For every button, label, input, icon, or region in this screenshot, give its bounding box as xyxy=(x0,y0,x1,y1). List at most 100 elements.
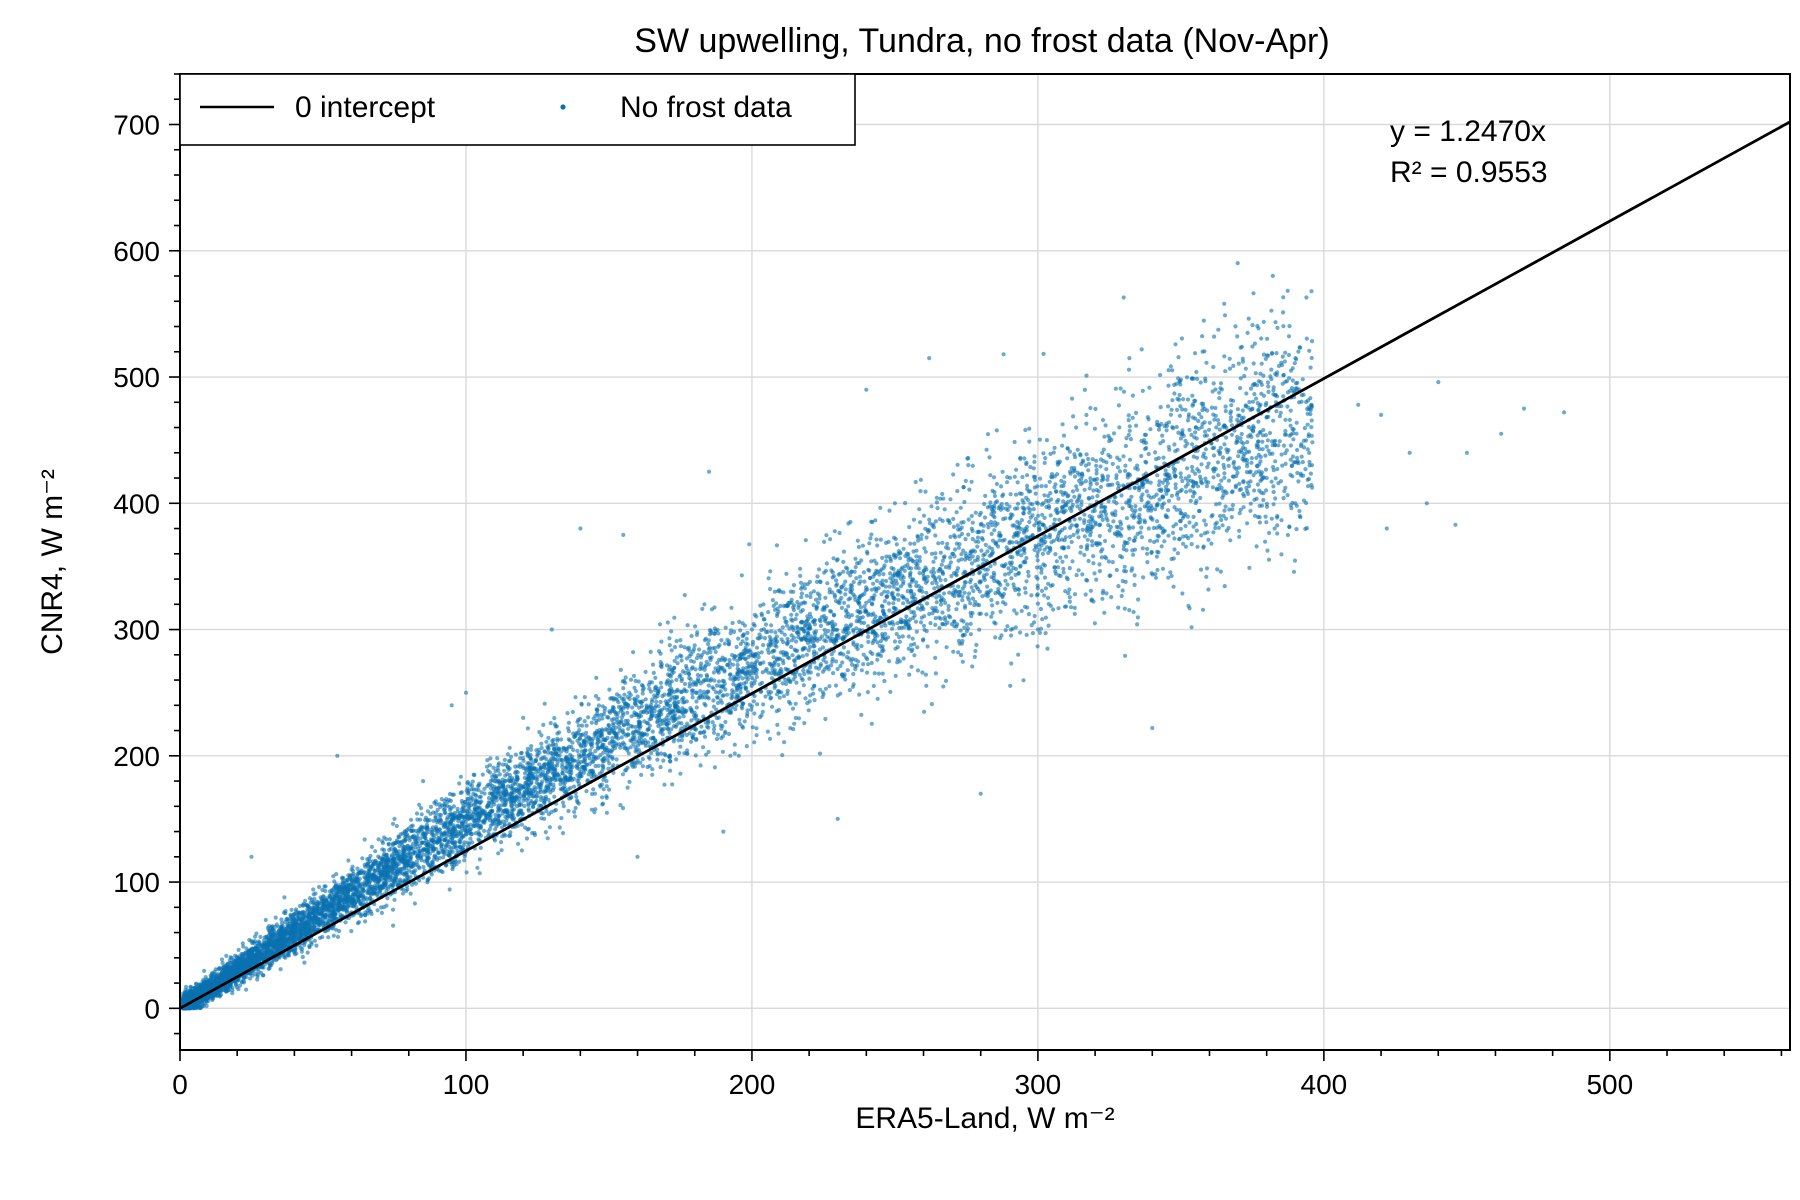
scatter-point xyxy=(1067,599,1072,604)
scatter-point xyxy=(1153,450,1158,455)
scatter-point xyxy=(740,725,746,730)
scatter-point xyxy=(714,707,719,712)
scatter-point xyxy=(1261,319,1266,324)
scatter-point xyxy=(620,806,626,811)
scatter-point xyxy=(1037,437,1042,442)
scatter-point xyxy=(1012,474,1017,479)
scatter-point xyxy=(1240,356,1245,361)
scatter-point xyxy=(742,719,747,724)
scatter-point xyxy=(874,537,879,542)
scatter-point xyxy=(818,663,823,668)
scatter-point xyxy=(902,537,907,542)
scatter-point xyxy=(900,634,905,639)
scatter-point xyxy=(1294,420,1299,425)
scatter-point xyxy=(1038,606,1043,612)
scatter-point xyxy=(1106,499,1111,504)
scatter-point xyxy=(1309,339,1315,344)
scatter-point xyxy=(762,636,768,641)
scatter-point xyxy=(1190,442,1195,447)
scatter-point xyxy=(411,869,416,874)
scatter-point xyxy=(1094,471,1099,476)
scatter-point xyxy=(307,945,312,950)
scatter-point xyxy=(1043,586,1048,591)
scatter-point xyxy=(765,629,770,635)
scatter-point xyxy=(886,601,892,606)
scatter-point xyxy=(784,619,789,624)
scatter-point xyxy=(519,848,525,853)
scatter-point xyxy=(1074,573,1079,578)
scatter-point xyxy=(346,858,351,863)
scatter-point xyxy=(1057,459,1062,464)
scatter-point xyxy=(1241,492,1246,497)
scatter-point xyxy=(1019,553,1024,558)
scatter-point xyxy=(1019,608,1024,614)
scatter-point xyxy=(1177,413,1182,418)
scatter-point xyxy=(1090,495,1095,500)
scatter-point xyxy=(1196,469,1202,474)
scatter-point xyxy=(1307,348,1312,353)
scatter-point xyxy=(1042,593,1047,598)
scatter-point xyxy=(968,601,973,606)
scatter-point xyxy=(1034,574,1039,579)
scatter-point xyxy=(706,638,712,643)
scatter-point xyxy=(1105,483,1110,488)
scatter-point xyxy=(1161,501,1166,506)
scatter-point xyxy=(1148,427,1153,432)
scatter-point xyxy=(1070,559,1075,564)
scatter-point xyxy=(941,684,946,689)
scatter-point xyxy=(871,683,876,689)
scatter-point xyxy=(857,692,862,697)
scatter-point xyxy=(1043,631,1048,636)
scatter-point xyxy=(1116,403,1121,408)
scatter-point xyxy=(1222,584,1227,589)
scatter-point xyxy=(654,699,659,705)
scatter-point xyxy=(954,607,959,612)
scatter-point xyxy=(1193,501,1198,506)
scatter-point xyxy=(1043,484,1048,489)
scatter-point xyxy=(807,611,813,617)
scatter-point xyxy=(1086,468,1091,473)
scatter-point xyxy=(1100,450,1105,455)
scatter-point xyxy=(1015,501,1021,506)
scatter-point xyxy=(1146,526,1151,531)
scatter-point xyxy=(1135,615,1140,620)
scatter-point xyxy=(1296,479,1301,484)
scatter-point xyxy=(674,677,679,683)
scatter-point xyxy=(363,919,368,924)
scatter-point xyxy=(1019,491,1024,496)
scatter-point xyxy=(1111,519,1116,524)
scatter-point xyxy=(462,858,467,863)
scatter-point xyxy=(1184,489,1189,494)
scatter-point xyxy=(630,705,635,710)
scatter-point xyxy=(1107,573,1112,579)
scatter-point xyxy=(1023,590,1028,595)
scatter-point xyxy=(539,733,544,738)
scatter-point xyxy=(391,923,396,928)
scatter-point xyxy=(478,845,483,850)
scatter-point xyxy=(427,818,432,823)
scatter-point xyxy=(1288,388,1293,393)
scatter-point xyxy=(1217,427,1222,432)
scatter-point xyxy=(413,881,418,886)
scatter-point xyxy=(871,611,876,616)
scatter-point xyxy=(1187,606,1192,611)
scatter-point xyxy=(774,601,779,606)
scatter-point xyxy=(1279,452,1284,457)
scatter-point xyxy=(989,552,994,558)
scatter-point xyxy=(1116,584,1121,589)
scatter-point xyxy=(1028,501,1033,506)
scatter-point xyxy=(1172,391,1177,396)
scatter-point xyxy=(745,690,751,695)
scatter-point xyxy=(988,473,993,478)
scatter-point xyxy=(1062,474,1067,479)
scatter-point xyxy=(1169,556,1174,562)
scatter-point xyxy=(1204,360,1209,365)
scatter-point xyxy=(816,600,821,605)
scatter-point xyxy=(1183,438,1188,443)
scatter-point xyxy=(1264,488,1269,493)
scatter-point xyxy=(1032,613,1037,619)
scatter-point xyxy=(1097,569,1102,574)
scatter-point xyxy=(959,520,964,525)
scatter-point xyxy=(1087,486,1092,491)
